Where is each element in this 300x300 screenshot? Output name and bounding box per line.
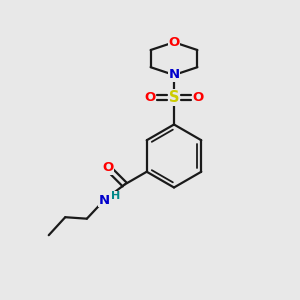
Text: O: O bbox=[192, 91, 204, 104]
Text: O: O bbox=[168, 36, 180, 49]
Text: N: N bbox=[99, 194, 110, 207]
Text: O: O bbox=[144, 91, 156, 104]
Text: O: O bbox=[103, 161, 114, 175]
Text: N: N bbox=[168, 68, 180, 82]
Text: S: S bbox=[169, 90, 179, 105]
Text: H: H bbox=[111, 191, 120, 202]
